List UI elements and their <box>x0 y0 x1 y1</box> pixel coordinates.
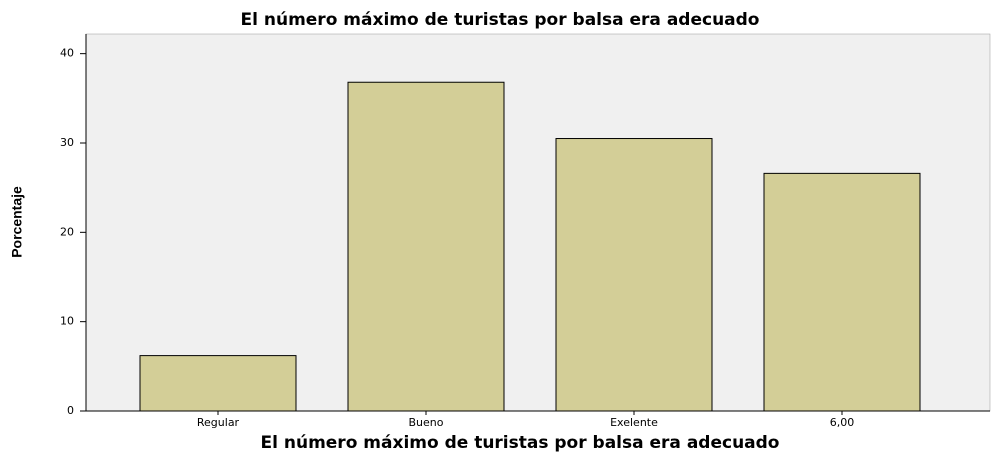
y-tick-label: 0 <box>67 404 74 417</box>
y-tick-label: 40 <box>60 47 74 60</box>
x-tick-label: Regular <box>197 416 240 429</box>
y-tick-label: 10 <box>60 315 74 328</box>
chart-title: El número máximo de turistas por balsa e… <box>241 10 760 30</box>
bar <box>763 172 921 412</box>
y-tick-label: 30 <box>60 136 74 149</box>
y-axis-label: Porcentaje <box>9 186 25 258</box>
y-tick-label: 20 <box>60 225 74 238</box>
bar <box>347 81 505 412</box>
bar <box>139 355 297 412</box>
bar <box>555 138 713 412</box>
x-tick-label: Exelente <box>610 416 658 429</box>
x-tick-label: 6,00 <box>830 416 855 429</box>
x-axis-label: El número máximo de turistas por balsa e… <box>261 433 780 453</box>
x-tick-label: Bueno <box>409 416 444 429</box>
